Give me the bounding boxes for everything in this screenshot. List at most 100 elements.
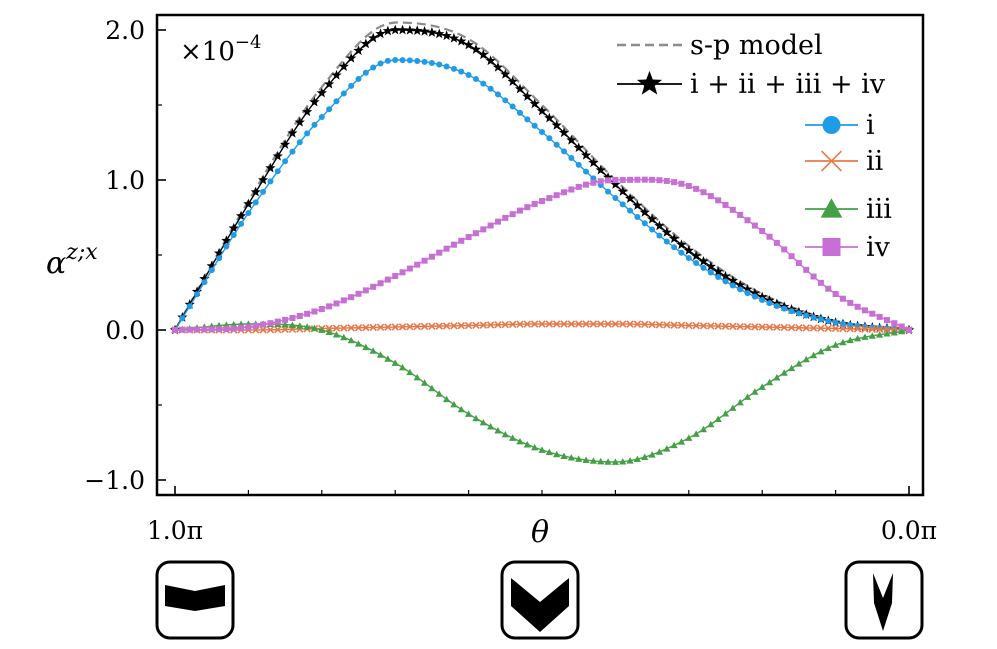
series-point: [685, 321, 693, 330]
series-point: [450, 241, 457, 248]
legend-label: ii: [866, 146, 884, 177]
series-point: [773, 373, 781, 381]
series-point: [435, 390, 443, 397]
series-point: [310, 324, 319, 332]
x-tick-label: 0.0π: [881, 516, 937, 545]
series-point: [839, 295, 846, 302]
series-point: [648, 320, 656, 329]
series-point: [788, 308, 795, 315]
series-point: [875, 325, 884, 334]
series-point: [479, 321, 487, 329]
series-point: [354, 324, 363, 332]
series-point: [406, 57, 413, 64]
series-point: [303, 323, 311, 330]
series-point: [245, 324, 252, 330]
series-point: [573, 142, 584, 153]
series-point: [825, 317, 832, 324]
series-point: [685, 434, 693, 441]
series-point: [370, 283, 377, 290]
series-point: [721, 410, 730, 417]
series-point: [463, 39, 474, 50]
series-point: [553, 141, 560, 148]
series-point: [228, 222, 239, 233]
series-point: [883, 325, 891, 334]
flat-bent-shape-glyph: [165, 585, 225, 611]
series-point: [561, 189, 568, 196]
legend-label: i: [866, 110, 875, 141]
series-point: [670, 321, 678, 329]
series-point: [457, 405, 465, 413]
series-point: [216, 255, 223, 262]
series-point: [898, 327, 906, 335]
series-point: [574, 320, 583, 328]
series-point: [287, 127, 298, 138]
series-point: [194, 326, 201, 333]
series-point: [390, 24, 401, 35]
series-point: [568, 155, 575, 162]
series-point: [514, 83, 526, 94]
series-point: [318, 306, 325, 312]
series-point: [906, 327, 912, 333]
series-point: [421, 257, 428, 264]
series-point: [544, 112, 555, 123]
series-point: [369, 323, 377, 332]
series-point: [208, 267, 215, 274]
series-point: [516, 207, 523, 214]
series-point: [479, 418, 487, 426]
series-point: [611, 458, 619, 465]
series-point: [552, 320, 561, 328]
chevron-down-shape-frame: [500, 560, 580, 640]
legend-entry-6: iv: [805, 232, 891, 263]
series-point: [406, 368, 414, 376]
series-point: [421, 58, 428, 65]
series-point: [883, 330, 891, 337]
series-point: [516, 437, 524, 445]
series-point: [861, 333, 869, 340]
legend-entry-3: i: [805, 110, 875, 141]
series-point: [420, 379, 429, 386]
narrow-wedge-shape-icon: [844, 560, 924, 640]
legend-label: i + ii + iii + iv: [690, 69, 886, 100]
series-point: [583, 181, 590, 188]
series-point: [729, 282, 736, 289]
series-point: [656, 177, 663, 184]
series-point: [494, 218, 501, 225]
series-point: [509, 211, 516, 218]
series-point: [626, 457, 634, 464]
legend-marker: [821, 150, 842, 172]
series-point: [404, 24, 416, 35]
series-point: [413, 322, 421, 331]
series-point: [223, 326, 230, 333]
series-point: [500, 68, 511, 79]
series-point: [671, 244, 678, 251]
series-point: [612, 195, 619, 201]
series-point: [699, 425, 708, 433]
series-point: [434, 28, 445, 39]
series-point: [536, 105, 548, 116]
series-point: [671, 179, 678, 186]
series-point: [561, 148, 568, 155]
series-point: [250, 186, 261, 197]
series-point: [744, 290, 751, 297]
series-6: [172, 176, 912, 333]
series-point: [655, 321, 664, 329]
series-point: [831, 324, 840, 333]
series-point: [553, 192, 560, 199]
series-point: [435, 322, 443, 330]
series-point: [487, 423, 495, 430]
series-point: [201, 326, 208, 333]
series-point: [406, 265, 413, 272]
series-point: [502, 97, 509, 104]
series-point: [654, 220, 665, 231]
series-point: [610, 179, 621, 189]
series-point: [641, 320, 649, 329]
y-axis-label: αz;x: [46, 240, 98, 281]
series-point: [326, 303, 333, 310]
series-point: [729, 206, 736, 213]
series-point: [765, 323, 774, 331]
series-point: [758, 383, 766, 390]
series-point: [700, 189, 707, 196]
series-point: [773, 239, 780, 246]
series-point: [436, 61, 443, 68]
